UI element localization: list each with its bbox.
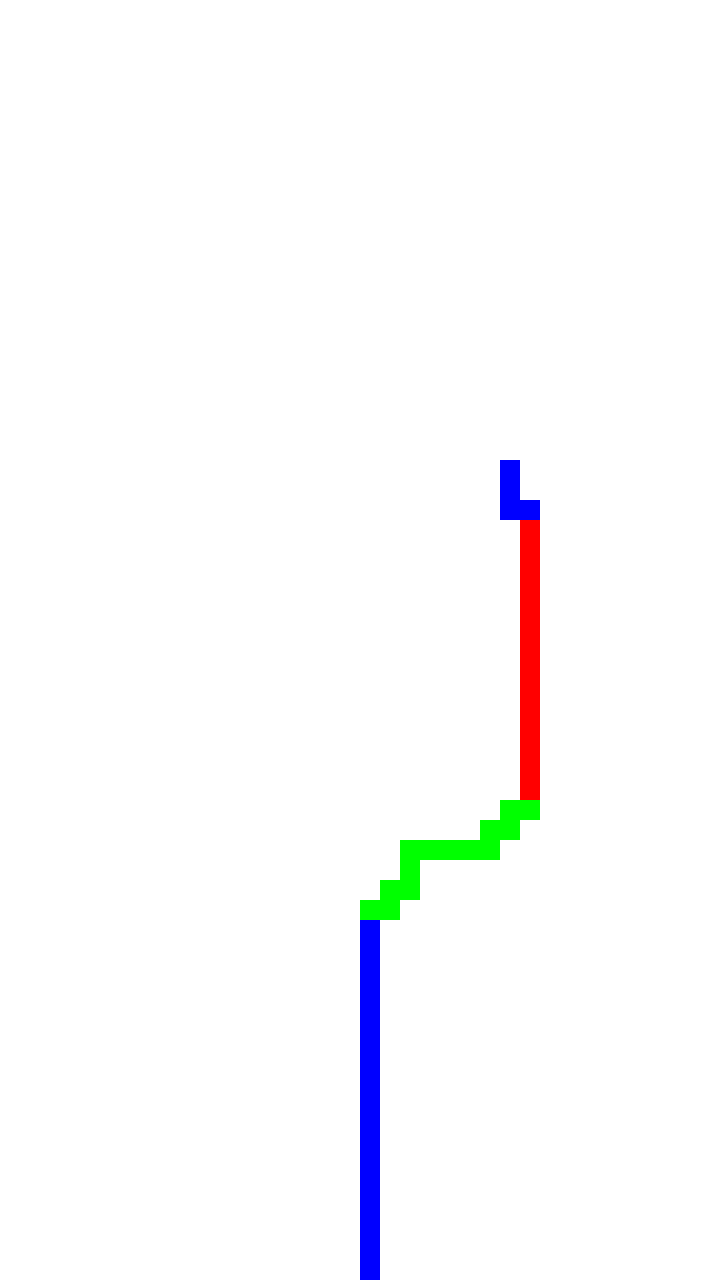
red-path-cell xyxy=(520,700,540,720)
blue-path-cell xyxy=(360,1040,380,1060)
green-path-cell xyxy=(380,880,400,900)
blue-path-cell xyxy=(360,980,380,1000)
red-path-cell xyxy=(520,720,540,740)
red-path-cell xyxy=(520,640,540,660)
blue-path-cell xyxy=(360,1000,380,1020)
blue-path-cell xyxy=(360,1140,380,1160)
green-path-cell xyxy=(360,900,380,920)
red-path-cell xyxy=(520,580,540,600)
blue-path-cell xyxy=(360,1240,380,1260)
green-path-cell xyxy=(500,800,520,820)
blue-path-cell xyxy=(500,500,520,520)
green-path-cell xyxy=(480,820,500,840)
blue-path-cell xyxy=(360,1220,380,1240)
red-path-cell xyxy=(520,540,540,560)
red-path-cell xyxy=(520,680,540,700)
green-path-cell xyxy=(440,840,460,860)
blue-path-cell xyxy=(360,1080,380,1100)
green-path-cell xyxy=(480,840,500,860)
blue-path-cell xyxy=(360,1200,380,1220)
red-path-cell xyxy=(520,620,540,640)
blue-path-cell xyxy=(520,500,540,520)
blue-path-cell xyxy=(500,460,520,480)
red-path-cell xyxy=(520,520,540,540)
green-path-cell xyxy=(400,860,420,880)
blue-path-cell xyxy=(360,1020,380,1040)
blue-path-cell xyxy=(500,480,520,500)
blue-path-cell xyxy=(360,920,380,940)
red-path-cell xyxy=(520,600,540,620)
green-path-cell xyxy=(520,800,540,820)
green-path-cell xyxy=(380,900,400,920)
red-path-cell xyxy=(520,560,540,580)
blue-path-cell xyxy=(360,1100,380,1120)
red-path-cell xyxy=(520,780,540,800)
red-path-cell xyxy=(520,760,540,780)
blue-path-cell xyxy=(360,1120,380,1140)
blue-path-cell xyxy=(360,1060,380,1080)
red-path-cell xyxy=(520,660,540,680)
green-path-cell xyxy=(400,840,420,860)
blue-path-cell xyxy=(360,1260,380,1280)
green-path-cell xyxy=(420,840,440,860)
green-path-cell xyxy=(500,820,520,840)
green-path-cell xyxy=(400,880,420,900)
blue-path-cell xyxy=(360,1160,380,1180)
green-path-cell xyxy=(460,840,480,860)
blue-path-cell xyxy=(360,1180,380,1200)
blue-path-cell xyxy=(360,960,380,980)
blue-path-cell xyxy=(360,940,380,960)
red-path-cell xyxy=(520,740,540,760)
